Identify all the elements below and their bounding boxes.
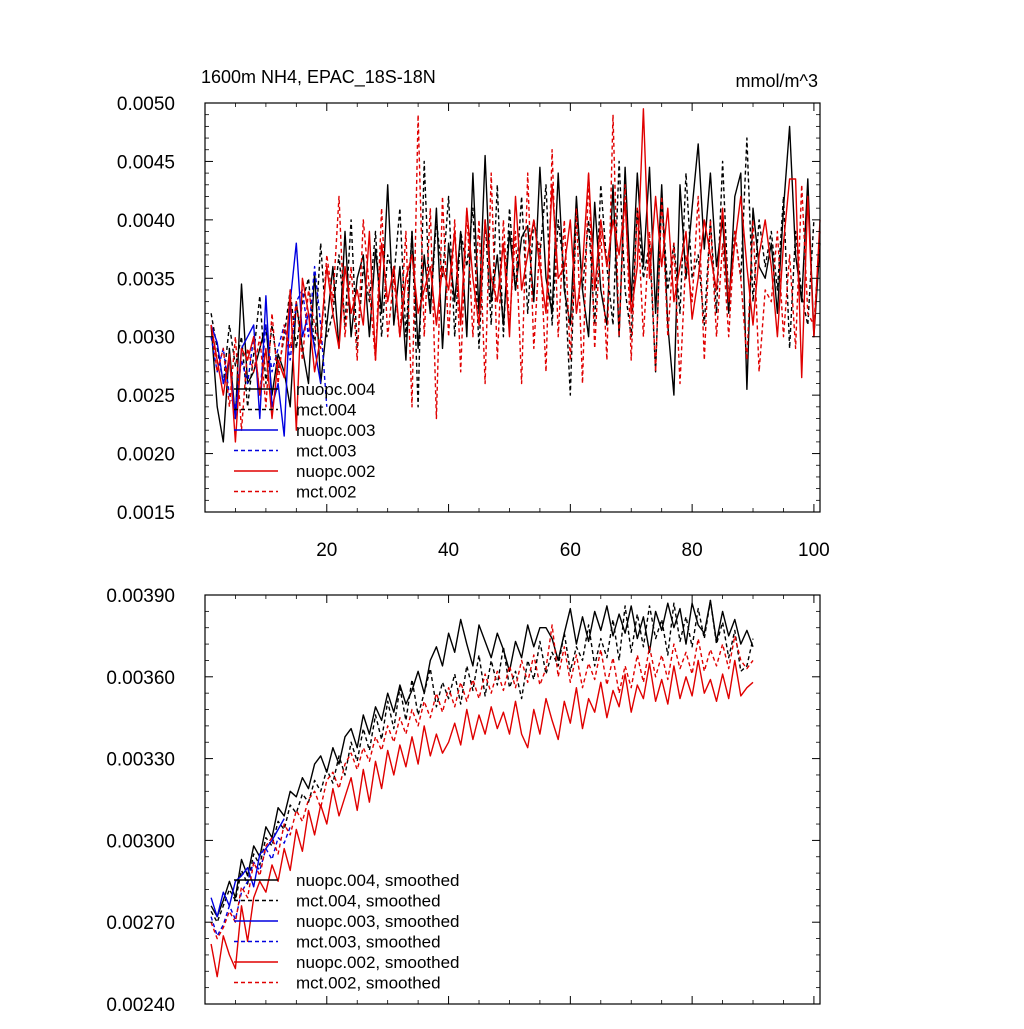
series-line-nuopc-002-smoothed xyxy=(210,659,754,978)
y-tick-label: 0.00240 xyxy=(106,995,175,1016)
legend-label: nuopc.002 xyxy=(296,462,375,481)
y-tick-label: 0.00330 xyxy=(106,750,175,771)
series-line-nuopc-002 xyxy=(210,108,821,443)
y-tick-label: 0.0040 xyxy=(117,211,175,232)
legend-label: mct.004, smoothed xyxy=(296,892,441,911)
x-tick-label: 80 xyxy=(682,540,703,561)
legend-label: mct.003 xyxy=(296,442,356,461)
series-line-mct-002-smoothed xyxy=(210,624,754,940)
legend-label: mct.004 xyxy=(296,401,356,420)
x-tick-label: 60 xyxy=(560,540,581,561)
y-tick-label: 0.0015 xyxy=(117,503,175,524)
top-plot-frame xyxy=(204,102,821,513)
bottom-panel: 0.00240 0.00270 0.00300 0.00330 0.00360 0.003… xyxy=(106,586,821,1016)
series-line-mct-003 xyxy=(210,265,328,408)
series-line-nuopc-004-smoothed xyxy=(210,599,754,918)
legend-label: nuopc.004, smoothed xyxy=(296,871,460,890)
series-line-mct-002 xyxy=(210,113,821,431)
x-tick-label: 100 xyxy=(798,540,830,561)
legend-label: mct.002 xyxy=(296,483,356,502)
top-panel: 1600m NH4, EPAC_18S-18N mmol/m^3 0.0015 0… xyxy=(117,67,830,561)
x-tick-label: 20 xyxy=(316,540,337,561)
series-line-mct-004-smoothed xyxy=(210,599,754,923)
top-panel-title: 1600m NH4, EPAC_18S-18N xyxy=(201,67,436,88)
series-line-nuopc-003-smoothed xyxy=(210,818,285,918)
legend-label: nuopc.004 xyxy=(296,380,375,399)
legend-label: nuopc.003, smoothed xyxy=(296,912,460,931)
top-panel-units: mmol/m^3 xyxy=(736,71,818,91)
y-tick-label: 0.00390 xyxy=(106,586,175,607)
y-tick-label: 0.0030 xyxy=(117,328,175,349)
legend-label: mct.003, smoothed xyxy=(296,933,441,952)
x-tick-label: 40 xyxy=(438,540,459,561)
legend-label: nuopc.003 xyxy=(296,421,375,440)
y-tick-label: 0.00270 xyxy=(106,913,175,934)
y-tick-label: 0.0035 xyxy=(117,269,175,290)
legend-label: nuopc.002, smoothed xyxy=(296,953,460,972)
bottom-plot-frame xyxy=(204,594,821,1005)
y-tick-label: 0.0025 xyxy=(117,386,175,407)
y-tick-label: 0.0050 xyxy=(117,94,175,115)
y-tick-label: 0.00360 xyxy=(106,668,175,689)
series-line-mct-003-smoothed xyxy=(210,826,291,937)
legend-label: mct.002, smoothed xyxy=(296,974,441,993)
y-tick-label: 0.00300 xyxy=(106,831,175,852)
y-tick-label: 0.0045 xyxy=(117,152,175,173)
y-tick-label: 0.0020 xyxy=(117,445,175,466)
